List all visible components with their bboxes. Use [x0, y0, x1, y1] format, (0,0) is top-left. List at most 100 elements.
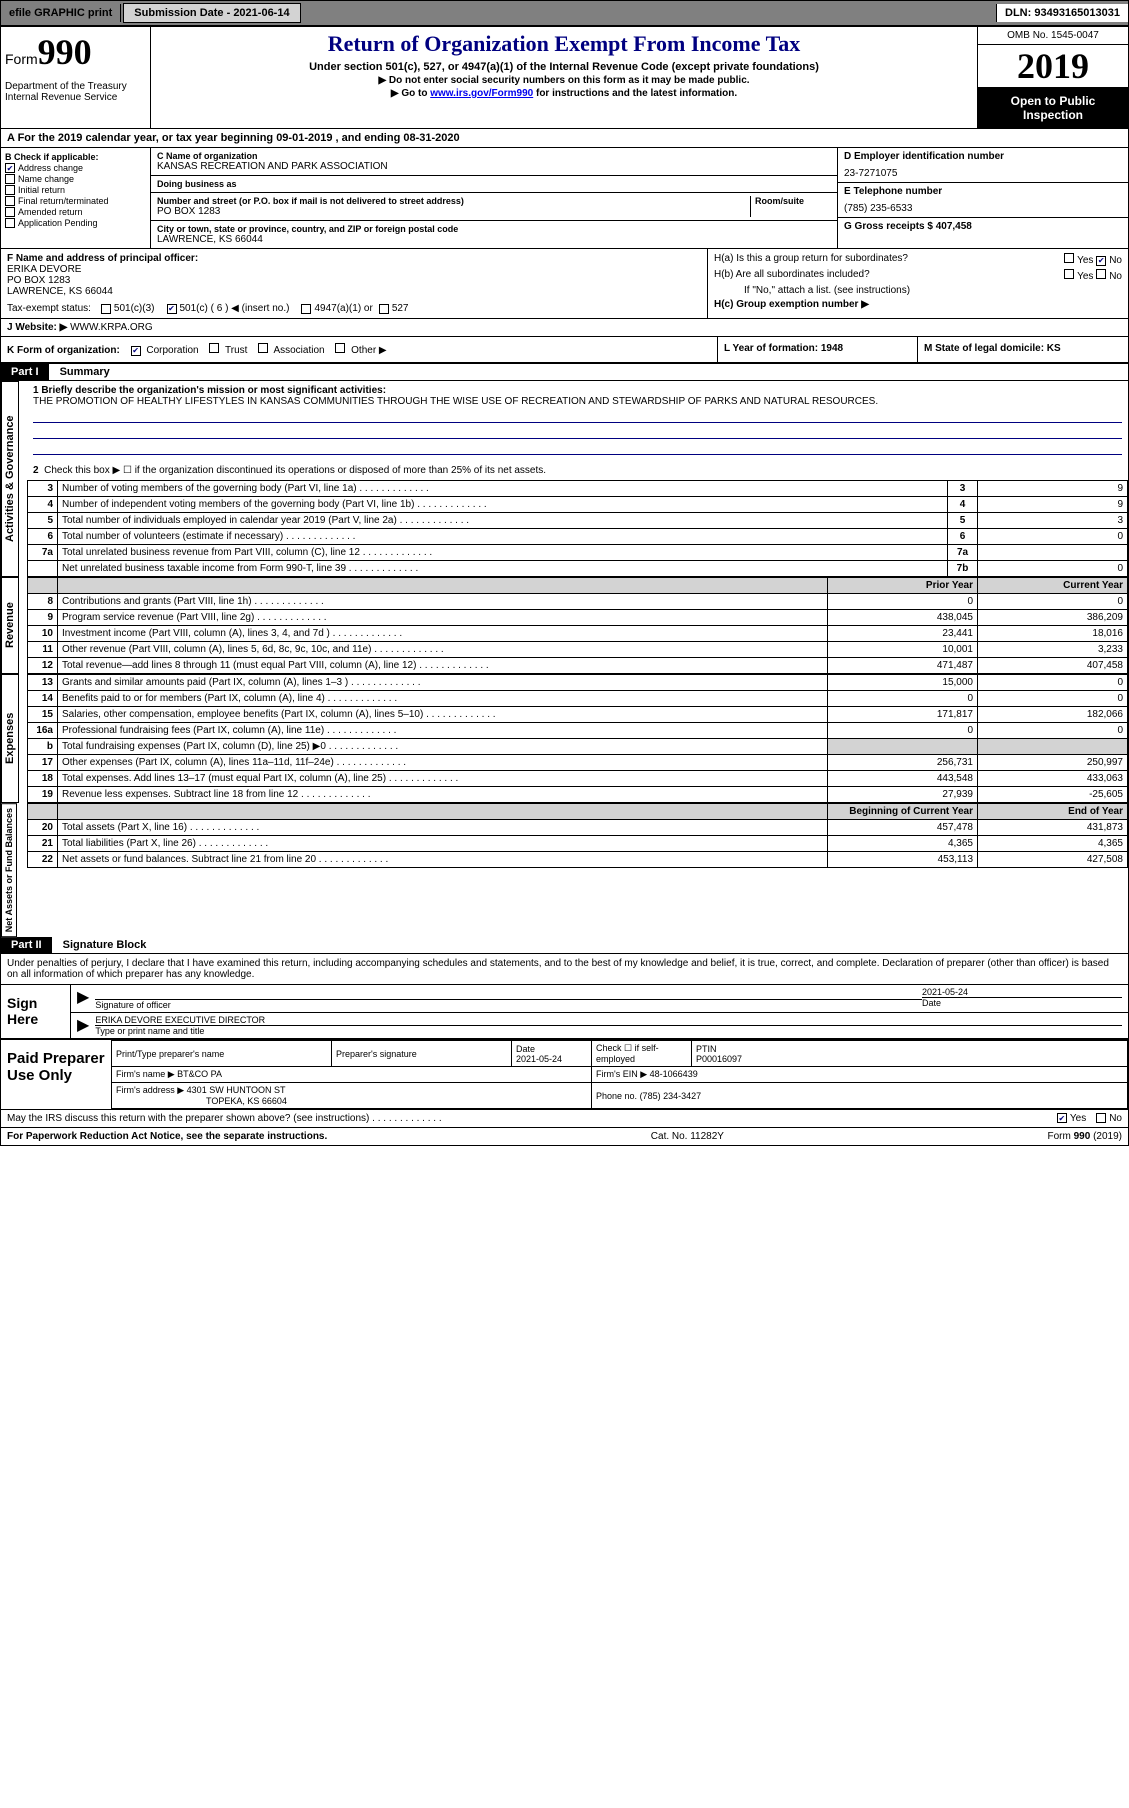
addr-value: PO BOX 1283	[157, 206, 746, 217]
chk-name-change[interactable]	[5, 174, 15, 184]
tax-status-label: Tax-exempt status:	[7, 303, 91, 314]
chk-527[interactable]	[379, 304, 389, 314]
lbl-other: Other ▶	[351, 345, 386, 356]
current-val: 0	[978, 691, 1128, 707]
lbl-amended: Amended return	[18, 207, 83, 217]
footer-left: For Paperwork Reduction Act Notice, see …	[7, 1131, 327, 1142]
side-revenue: Revenue	[1, 577, 19, 674]
part1-title: Summary	[52, 366, 110, 378]
phone-label: E Telephone number	[844, 186, 1122, 197]
form-container: Form990 Department of the Treasury Inter…	[0, 26, 1129, 1146]
current-val: 407,458	[978, 658, 1128, 674]
col-header: Beginning of Current Year	[828, 804, 978, 820]
line-num: 10	[28, 626, 58, 642]
line-text: Professional fundraising fees (Part IX, …	[58, 723, 828, 739]
line-text: Number of voting members of the governin…	[58, 481, 948, 497]
discuss-row: May the IRS discuss this return with the…	[1, 1109, 1128, 1127]
current-val: 0	[978, 723, 1128, 739]
subtitle: Under section 501(c), 527, or 4947(a)(1)…	[155, 61, 973, 73]
prior-val: 0	[828, 594, 978, 610]
preparer-section: Paid Preparer Use Only Print/Type prepar…	[1, 1039, 1128, 1109]
topbar: efile GRAPHIC print Submission Date - 20…	[0, 0, 1129, 26]
part2-header-row: Part II Signature Block	[1, 937, 1128, 954]
current-val: 4,365	[978, 836, 1128, 852]
col-header: End of Year	[978, 804, 1128, 820]
instr2-pre: ▶ Go to	[391, 88, 430, 99]
current-val: 18,016	[978, 626, 1128, 642]
line-num: 15	[28, 707, 58, 723]
lbl-501c3: 501(c)(3)	[114, 303, 155, 314]
section-f: F Name and address of principal officer:…	[1, 249, 708, 318]
org-name-label: C Name of organization	[157, 151, 831, 161]
line-num: 9	[28, 610, 58, 626]
header-right: OMB No. 1545-0047 2019 Open to Public In…	[978, 27, 1128, 128]
prior-val: 171,817	[828, 707, 978, 723]
firm-name-label: Firm's name ▶	[116, 1069, 175, 1079]
line-text: Salaries, other compensation, employee b…	[58, 707, 828, 723]
chk-hb-no[interactable]	[1096, 269, 1106, 279]
line-text: Total assets (Part X, line 16)	[58, 820, 828, 836]
current-val: 433,063	[978, 771, 1128, 787]
chk-address-change[interactable]	[5, 163, 15, 173]
chk-ha-yes[interactable]	[1064, 253, 1074, 263]
prior-val: 10,001	[828, 642, 978, 658]
chk-final-return[interactable]	[5, 196, 15, 206]
instruction-2: ▶ Go to www.irs.gov/Form990 for instruct…	[155, 88, 973, 99]
chk-other[interactable]	[335, 343, 345, 353]
firm-addr-label: Firm's address ▶	[116, 1085, 184, 1095]
line-text: Number of independent voting members of …	[58, 497, 948, 513]
line-text: Net assets or fund balances. Subtract li…	[58, 852, 828, 868]
prior-val: 0	[828, 723, 978, 739]
current-val: 0	[978, 594, 1128, 610]
form-label: Form	[5, 51, 38, 67]
header-left: Form990 Department of the Treasury Inter…	[1, 27, 151, 128]
prior-val: 438,045	[828, 610, 978, 626]
lbl-pending: Application Pending	[18, 218, 98, 228]
line-text: Total unrelated business revenue from Pa…	[58, 545, 948, 561]
chk-amended[interactable]	[5, 207, 15, 217]
website-label: Website: ▶	[15, 322, 67, 333]
form-number: Form990	[5, 31, 146, 73]
chk-hb-yes[interactable]	[1064, 269, 1074, 279]
ptin-label: PTIN	[696, 1044, 717, 1054]
line-num: 12	[28, 658, 58, 674]
chk-pending[interactable]	[5, 218, 15, 228]
line-box: 5	[948, 513, 978, 529]
current-val: 431,873	[978, 820, 1128, 836]
line-num: 6	[28, 529, 58, 545]
line-val: 0	[978, 529, 1128, 545]
line-num: 7a	[28, 545, 58, 561]
chk-initial-return[interactable]	[5, 185, 15, 195]
line-box: 3	[948, 481, 978, 497]
prior-val: 0	[828, 691, 978, 707]
line-val: 3	[978, 513, 1128, 529]
officer-addr2: LAWRENCE, KS 66044	[7, 286, 701, 297]
lbl-assoc: Association	[273, 345, 324, 356]
hc-label: H(c) Group exemption number ▶	[714, 299, 1122, 310]
j-label: J	[7, 322, 13, 333]
line-val: 9	[978, 481, 1128, 497]
submission-date: Submission Date - 2021-06-14	[123, 3, 300, 23]
chk-ha-no[interactable]	[1096, 256, 1106, 266]
chk-corp[interactable]	[131, 346, 141, 356]
main-title: Return of Organization Exempt From Incom…	[155, 31, 973, 57]
chk-501c[interactable]	[167, 304, 177, 314]
current-val: 250,997	[978, 755, 1128, 771]
firm-name: BT&CO PA	[177, 1069, 222, 1079]
chk-4947[interactable]	[301, 304, 311, 314]
chk-trust[interactable]	[209, 343, 219, 353]
header-center: Return of Organization Exempt From Incom…	[151, 27, 978, 128]
revenue-section: Revenue Prior Year Current Year8 Contrib…	[1, 577, 1128, 674]
chk-assoc[interactable]	[258, 343, 268, 353]
current-val: 182,066	[978, 707, 1128, 723]
lbl-trust: Trust	[225, 345, 247, 356]
chk-501c3[interactable]	[101, 304, 111, 314]
chk-discuss-yes[interactable]	[1057, 1113, 1067, 1123]
col-header: Prior Year	[828, 578, 978, 594]
prior-val: 4,365	[828, 836, 978, 852]
chk-discuss-no[interactable]	[1096, 1113, 1106, 1123]
phone-value: (785) 235-6533	[844, 203, 1122, 214]
tax-year: 2019	[978, 45, 1128, 88]
irs-link[interactable]: www.irs.gov/Form990	[430, 88, 533, 99]
prior-val: 443,548	[828, 771, 978, 787]
